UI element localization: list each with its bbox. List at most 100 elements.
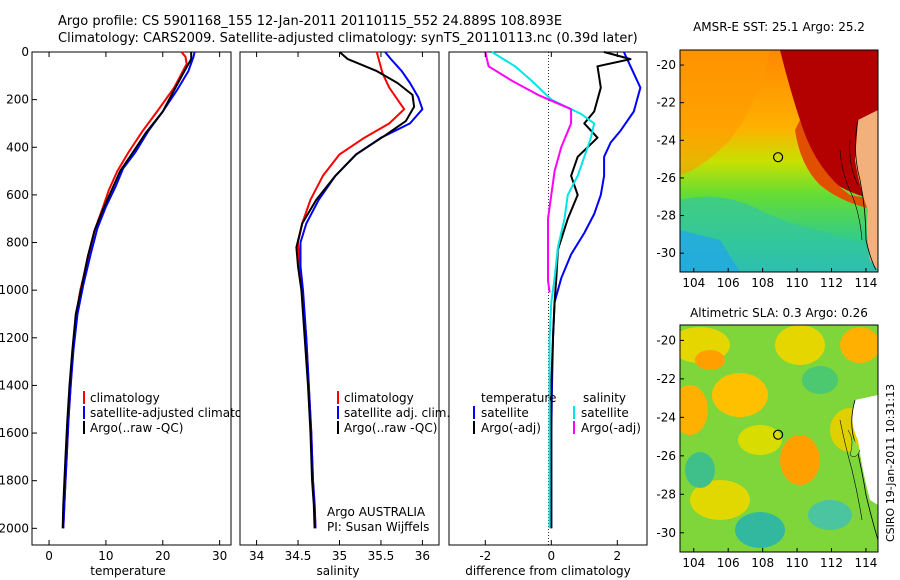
legend-header-temperature: temperature: [481, 391, 556, 405]
y-tick-label: 1800: [0, 474, 29, 488]
sst-field: [680, 50, 878, 272]
map-y-tick-label: -26: [656, 171, 676, 185]
map-y-tick-label: -24: [656, 133, 676, 147]
difference-plot-frame: [448, 51, 648, 546]
legend-label-temp-satellite: satellite: [481, 406, 529, 420]
map-x-tick-label: 104: [682, 556, 705, 570]
sla-map-x-ticks: 104 106 108 110 112 114: [682, 548, 877, 570]
legend-label-sal-satellite: satellite: [581, 406, 629, 420]
x-tick-label: -2: [479, 549, 491, 563]
series-line-satellite-adjusted-climatology: [62, 51, 196, 529]
legend-label-sal-argo: Argo(-adj): [581, 421, 641, 435]
legend-label-satellite: satellite-adjusted climatology: [90, 406, 268, 420]
x-tick-label: 34.5: [285, 549, 312, 563]
legend-label-climatology: climatology: [344, 391, 414, 405]
map-x-tick-label: 108: [751, 276, 774, 290]
temperature-x-ticks: 0 10 20 30: [45, 52, 227, 563]
series-line-temperature-argo-adj-: [550, 51, 632, 529]
annotation-argo-australia: Argo AUSTRALIA: [327, 505, 426, 519]
salinity-legend: climatology satellite adj. clim. Argo(..…: [337, 391, 450, 435]
x-tick-label: 36: [415, 549, 430, 563]
sla-field: [680, 325, 878, 552]
map-y-tick-label: -30: [656, 246, 676, 260]
map-y-tick-label: -26: [656, 449, 676, 463]
legend-label-satellite: satellite adj. clim.: [344, 406, 450, 420]
salinity-plot-frame: [239, 51, 440, 546]
timestamp-side-label: CSIRO 19-Jan-2011 10:31:13: [884, 384, 897, 542]
difference-x-ticks: -2 0 2: [479, 52, 621, 563]
map-x-tick-label: 112: [820, 276, 843, 290]
y-tick-label: 1400: [0, 378, 29, 392]
temperature-axis-label: temperature: [90, 564, 165, 578]
y-tick-label: 1600: [0, 426, 29, 440]
argo-location-marker: [772, 152, 784, 163]
y-tick-label: 1200: [0, 331, 29, 345]
y-tick-label: 1000: [0, 283, 29, 297]
depth-y-ticks: 0 200 400 600 800 1000 1200 1400 1600 1800 2000: [0, 45, 37, 535]
temperature-legend: climatology satellite-adjusted climatolo…: [83, 391, 268, 435]
difference-series: [484, 51, 642, 529]
y-tick-label: 800: [6, 236, 29, 250]
map-y-tick-label: -22: [656, 372, 676, 386]
argo-location-marker: [772, 429, 784, 440]
legend-label-temp-argo: Argo(-adj): [481, 421, 541, 435]
difference-axis-label: difference from climatology: [465, 564, 631, 578]
y-tick-label: 200: [6, 93, 29, 107]
x-tick-label: 30: [212, 549, 227, 563]
y-tick-label: 0: [21, 45, 29, 59]
map-y-tick-label: -22: [656, 96, 676, 110]
title-line-1: Argo profile: CS 5901168_155 12-Jan-2011…: [58, 14, 562, 29]
x-tick-label: 10: [98, 549, 113, 563]
sst-map-title: AMSR-E SST: 25.1 Argo: 25.2: [693, 20, 865, 34]
series-line-argo-raw-qc-: [61, 52, 193, 529]
map-y-tick-label: -30: [656, 526, 676, 540]
legend-label-argo: Argo(..raw -QC): [90, 421, 183, 435]
temperature-series: [61, 51, 196, 529]
map-x-tick-label: 114: [854, 276, 877, 290]
map-y-tick-label: -28: [656, 487, 676, 501]
y-tick-label: 400: [6, 140, 29, 154]
title-line-2: Climatology: CARS2009. Satellite-adjuste…: [58, 31, 638, 46]
series-line-argo-raw-qc-: [295, 51, 416, 529]
salinity-panel: 34 34.5 35 35.5 36 salinity climatology sate…: [239, 51, 450, 578]
sst-map: AMSR-E SST: 25.1 Argo: 25.2 104 106 108 110…: [656, 20, 879, 290]
map-x-tick-label: 108: [751, 556, 774, 570]
map-x-tick-label: 106: [717, 276, 740, 290]
x-tick-label: 20: [155, 549, 170, 563]
legend-label-argo: Argo(..raw -QC): [344, 421, 437, 435]
legend-label-climatology: climatology: [90, 391, 160, 405]
series-line-salinity-argo-adj-: [484, 51, 573, 293]
map-y-tick-label: -28: [656, 209, 676, 223]
salinity-series: [295, 51, 424, 529]
temperature-panel: 0 10 20 30 0 200 400 600 800 1000 1200 1400 1600 180…: [0, 45, 268, 578]
y-tick-label: 600: [6, 188, 29, 202]
sst-map-x-ticks: 104 106 108 110 112 114: [682, 268, 877, 290]
map-x-tick-label: 106: [717, 556, 740, 570]
x-tick-label: 0: [45, 549, 53, 563]
map-y-tick-label: -24: [656, 410, 676, 424]
difference-panel: -2 0 2 difference from climatology tempera…: [448, 51, 648, 578]
map-x-tick-label: 114: [854, 556, 877, 570]
map-x-tick-label: 110: [786, 556, 809, 570]
sla-map: Altimetric SLA: 0.3 Argo: 0.26 104 106 108…: [656, 306, 879, 570]
legend-header-salinity: salinity: [583, 391, 626, 405]
x-tick-label: 0: [547, 549, 555, 563]
sla-map-y-ticks: -20 -22 -24 -26 -28 -30: [656, 333, 684, 540]
map-x-tick-label: 112: [820, 556, 843, 570]
y-tick-label: 2000: [0, 521, 29, 535]
annotation-pi: PI: Susan Wijffels: [327, 520, 429, 534]
sla-map-title: Altimetric SLA: 0.3 Argo: 0.26: [690, 306, 868, 320]
temperature-plot-frame: [31, 51, 232, 546]
x-tick-label: 34: [249, 549, 264, 563]
map-x-tick-label: 110: [786, 276, 809, 290]
map-y-tick-label: -20: [656, 333, 676, 347]
salinity-axis-label: salinity: [316, 564, 359, 578]
x-tick-label: 35.5: [368, 549, 395, 563]
sst-map-y-ticks: -20 -22 -24 -26 -28 -30: [656, 58, 684, 260]
difference-legend: temperature salinity satellite Argo(-adj…: [473, 391, 641, 435]
salinity-x-ticks: 34 34.5 35 35.5 36: [249, 52, 430, 563]
map-x-tick-label: 104: [682, 276, 705, 290]
x-tick-label: 35: [332, 549, 347, 563]
x-tick-label: 2: [613, 549, 621, 563]
